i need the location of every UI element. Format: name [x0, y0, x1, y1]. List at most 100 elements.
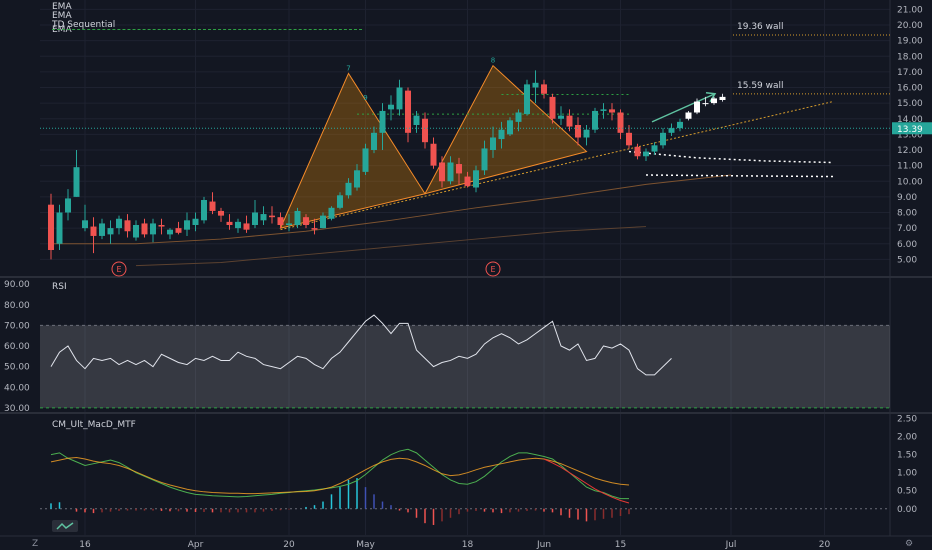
timezone-icon[interactable]: Z [32, 539, 39, 549]
rsi-tick-label: 60.00 [4, 342, 30, 352]
candle-body [524, 84, 530, 115]
candle-body [566, 115, 573, 127]
time-tick-label: 20 [819, 540, 831, 550]
candle-body [515, 112, 522, 122]
price-tick-label: 16.00 [897, 84, 923, 94]
candle-body [507, 120, 513, 135]
overlay-ema-3[interactable]: EMA [52, 25, 72, 35]
macd-tick-label: 0.50 [897, 487, 917, 497]
ema-dashed-line [52, 29, 362, 30]
macd-tick-label: 0.00 [897, 505, 917, 515]
earnings-marker-label: E [490, 265, 495, 274]
candle-body [337, 195, 343, 208]
candle-body [354, 170, 360, 188]
candle-body [65, 198, 71, 213]
price-tick-label: 19.00 [897, 37, 923, 47]
candle-body [82, 220, 88, 229]
overlay-ema-2[interactable]: EMA [52, 11, 72, 21]
rsi-title[interactable]: RSI [52, 282, 67, 292]
price-tick-label: 9.00 [897, 193, 917, 203]
candle-body [541, 84, 547, 94]
candle-body [311, 228, 318, 230]
candle-body [668, 128, 675, 133]
candle-body [141, 223, 148, 235]
rsi-tick-label: 90.00 [4, 280, 30, 290]
price-tick-label: 17.00 [897, 68, 923, 78]
candle-body [430, 143, 437, 166]
candle-body [379, 110, 386, 133]
macd-tick-label: 2.00 [897, 433, 917, 443]
candle-body [345, 182, 352, 196]
projection-body [711, 98, 717, 104]
candle-body [73, 167, 80, 197]
projection-body [685, 112, 692, 119]
projection-body [719, 96, 726, 100]
trendline [280, 101, 834, 231]
candle-body [303, 217, 309, 225]
td-count-label: 9 [363, 94, 367, 102]
candle-body [243, 223, 250, 230]
candle-body [124, 220, 131, 232]
rsi-tick-label: 40.00 [4, 383, 30, 393]
candle-body [464, 176, 471, 186]
price-tick-label: 6.00 [897, 240, 917, 250]
macd-tick-label: 1.00 [897, 469, 917, 479]
price-tick-label: 21.00 [897, 5, 923, 15]
candle-body [575, 125, 581, 138]
rsi-line [50, 314, 672, 376]
candle-body [498, 129, 505, 140]
projection-body [694, 101, 700, 113]
ema-line [135, 226, 647, 267]
candle-body [235, 221, 241, 229]
candle-body [175, 228, 182, 233]
price-tick-label: 20.00 [897, 21, 923, 31]
candle-body [490, 137, 496, 150]
wall-label: 19.36 wall [737, 22, 784, 32]
tv-logo-mark [56, 522, 74, 530]
candle-body [209, 201, 216, 211]
price-tick-label: 10.00 [897, 177, 923, 187]
candle-body [371, 132, 377, 150]
candle-body [634, 146, 641, 157]
price-tick-label: 12.00 [897, 146, 923, 156]
candle-body [328, 207, 335, 219]
candle-body [48, 204, 54, 250]
candle-body [201, 200, 207, 221]
pattern-triangle-left [279, 72, 426, 229]
time-tick-label: 15 [615, 540, 626, 550]
candle-body [286, 223, 292, 225]
candle-body [218, 210, 224, 216]
price-tick-label: 11.00 [897, 162, 923, 172]
candle-body [677, 121, 683, 129]
ema-line [51, 174, 732, 245]
candle-body [643, 151, 649, 157]
candle-body [158, 225, 165, 227]
price-tick-label: 18.00 [897, 52, 923, 62]
macd-signal-red-segment [543, 458, 630, 504]
overlay-ema-1[interactable]: EMA [52, 2, 72, 12]
candle-body [558, 115, 564, 119]
settings-gear-icon[interactable]: ⚙ [905, 539, 914, 549]
rsi-tick-label: 50.00 [4, 363, 30, 373]
time-tick-label: Jul [725, 540, 737, 550]
candle-body [405, 90, 411, 133]
candle-body [473, 170, 479, 188]
candle-body [532, 82, 539, 88]
rsi-band [40, 325, 890, 408]
candle-body [447, 162, 454, 182]
last-price-tag [892, 122, 932, 135]
pattern-triangle-right [424, 64, 588, 195]
td-count-label: 8 [491, 57, 495, 65]
candle-body [617, 112, 624, 133]
candle-body [422, 118, 428, 143]
ema-projection-dotted [628, 150, 834, 164]
macd-title[interactable]: CM_Ult_MacD_MTF [52, 420, 136, 430]
macd-tick-label: 1.50 [897, 451, 917, 461]
candle-body [549, 96, 556, 119]
candle-body [99, 223, 105, 236]
overlay-td-sequential[interactable]: TD Sequential [52, 20, 116, 30]
rsi-tick-label: 30.00 [4, 404, 30, 414]
candle-body [260, 214, 267, 221]
candle-body [362, 148, 369, 172]
